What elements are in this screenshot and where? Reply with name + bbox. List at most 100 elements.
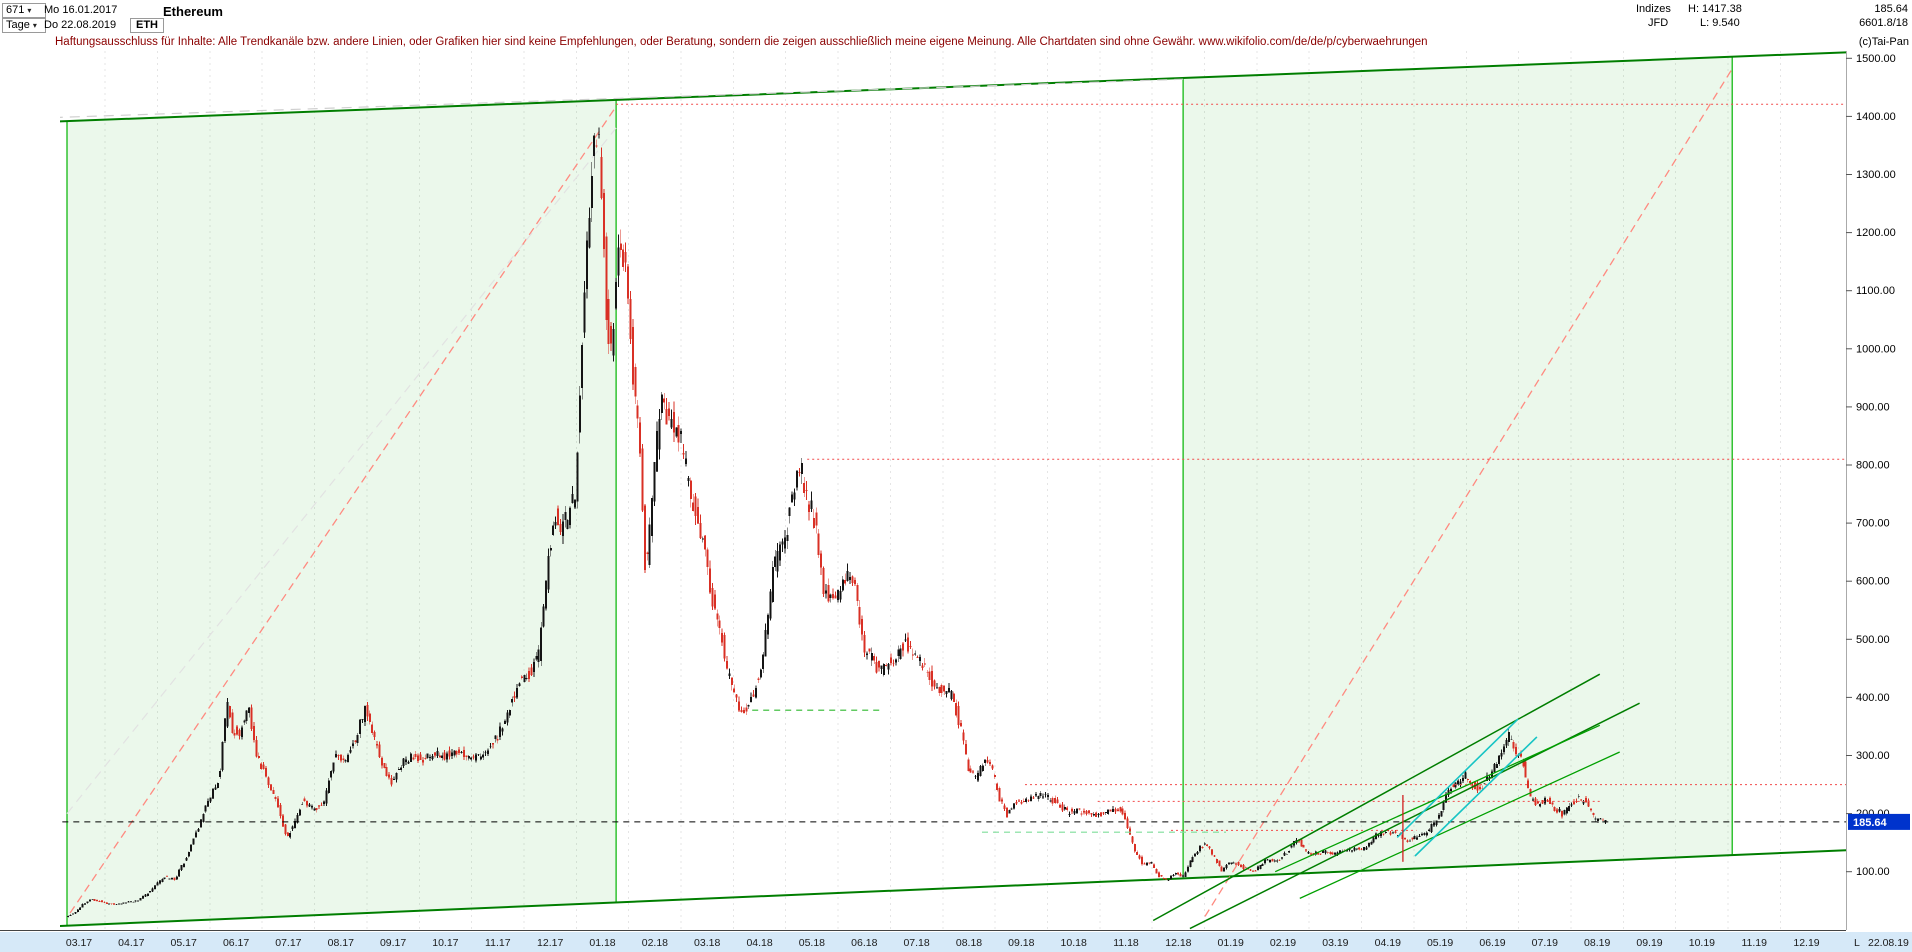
candle [1078,807,1081,811]
candle [180,864,183,871]
candle [1184,871,1187,877]
candle [511,696,514,707]
candle [424,754,427,761]
price-tick-label: 600.00 [1856,576,1890,588]
candle [212,788,214,799]
candle [786,527,789,549]
candle [549,544,552,557]
candle [1283,851,1286,856]
candle [1556,808,1559,814]
candle [940,683,943,698]
candle [1573,799,1575,805]
candle [955,699,958,718]
end-date[interactable]: Do 22.08.2019 [44,19,117,31]
candle [822,566,825,597]
month-label: 11.19 [1741,937,1767,949]
candle [409,751,412,763]
start-date[interactable]: Mo 16.01.2017 [44,4,118,16]
candle [781,538,784,552]
symbol-box[interactable]: ETH [130,18,164,33]
candle [1027,799,1030,802]
price-tick-label: 800.00 [1856,460,1890,472]
candle [236,725,239,736]
candle [1382,833,1385,836]
candle [602,188,605,258]
candle [803,476,806,497]
candle [1155,868,1158,874]
bars-count-value: 671 [6,4,25,16]
candle [1351,850,1353,853]
candle [441,752,444,761]
candle [993,773,996,779]
candle [405,756,407,766]
period-value: Tage [6,19,30,31]
candle [79,906,82,911]
volume-value: 6601.8/18 [1859,17,1908,29]
upper-gray-dashed [60,78,1184,118]
candle [776,543,779,578]
candle [1261,862,1264,867]
candle [294,818,296,829]
bars-count-dropdown[interactable]: 671 ▾ [2,3,46,18]
candle [228,705,231,720]
candle [624,242,627,272]
month-label: 07.17 [275,937,301,949]
candle [86,901,89,904]
candle [1266,858,1269,861]
candle [504,719,506,725]
candle [460,751,463,754]
candle [890,653,893,666]
candle [1121,805,1124,816]
candle [1191,855,1194,863]
time-axis-strip[interactable] [0,932,1912,952]
projection-2019-trendline [1204,68,1733,917]
candle [132,901,135,903]
candle [426,753,429,760]
candle [663,392,666,410]
candle [832,588,835,600]
candle [88,899,91,902]
candle [576,451,579,509]
candle [660,392,663,421]
month-label: 05.18 [799,937,825,949]
caret-down-icon: ▾ [27,6,32,15]
candle [706,547,709,575]
candle [1457,778,1460,786]
candle [733,684,736,693]
candle [986,756,989,764]
candle [629,291,632,344]
candle [1227,862,1230,865]
candle [675,427,678,439]
candle [991,764,994,771]
candle [701,536,704,543]
candle [573,498,576,509]
candle [619,229,622,258]
candle [682,443,685,460]
candle [523,674,526,683]
candle [870,647,873,666]
candle [721,628,724,647]
svg-text:185.64: 185.64 [1853,817,1888,829]
month-label: 03.18 [694,937,720,949]
candle [125,902,128,904]
indizes-dropdown[interactable]: Indizes [1636,3,1671,15]
month-label: 11.17 [485,937,511,949]
candle [320,802,323,807]
candle [1143,862,1146,865]
candle [627,263,629,304]
candle [453,749,456,758]
candle [1056,797,1059,804]
candle [1437,813,1440,820]
price-tick-label: 100.00 [1856,866,1890,878]
candle [151,887,154,893]
candle [1411,837,1414,842]
candle [1602,818,1604,821]
candle [586,231,588,299]
candle [1568,803,1571,812]
period-dropdown[interactable]: Tage ▾ [2,18,46,33]
candle [1404,837,1407,840]
candle [1594,816,1597,822]
candle [262,762,265,770]
candle [740,706,743,713]
